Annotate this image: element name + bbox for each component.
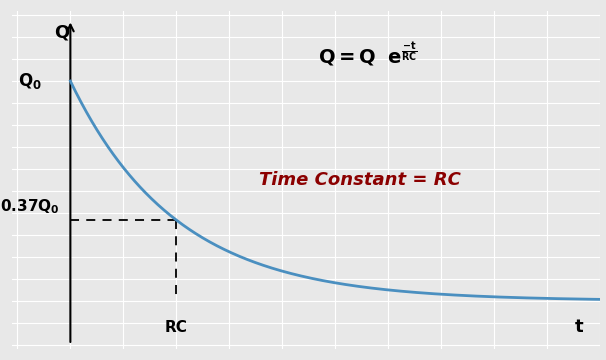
Text: $\mathbf{0.37Q_0}$: $\mathbf{0.37Q_0}$: [1, 197, 60, 216]
Text: $\mathbf{Q_0}$: $\mathbf{Q_0}$: [18, 71, 42, 91]
Text: $\mathbf{Q = Q\ \ e^{\frac{-t}{RC}}}$: $\mathbf{Q = Q\ \ e^{\frac{-t}{RC}}}$: [318, 41, 418, 69]
Text: Q: Q: [55, 24, 70, 42]
Text: Time Constant = RC: Time Constant = RC: [259, 171, 461, 189]
Text: t: t: [574, 318, 583, 336]
Text: RC: RC: [165, 320, 188, 335]
